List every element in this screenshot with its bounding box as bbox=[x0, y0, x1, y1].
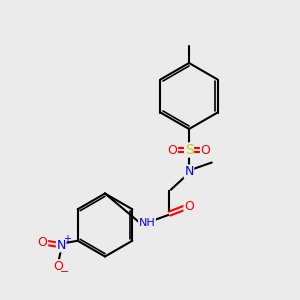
Text: +: + bbox=[63, 234, 70, 244]
Text: N: N bbox=[56, 239, 66, 252]
Text: S: S bbox=[184, 143, 194, 157]
Text: O: O bbox=[201, 143, 210, 157]
Text: −: − bbox=[59, 267, 69, 277]
Text: N: N bbox=[184, 165, 194, 178]
Text: NH: NH bbox=[139, 218, 155, 228]
Text: O: O bbox=[53, 260, 63, 273]
Text: O: O bbox=[184, 200, 194, 213]
Text: O: O bbox=[168, 143, 177, 157]
Text: O: O bbox=[38, 236, 48, 249]
